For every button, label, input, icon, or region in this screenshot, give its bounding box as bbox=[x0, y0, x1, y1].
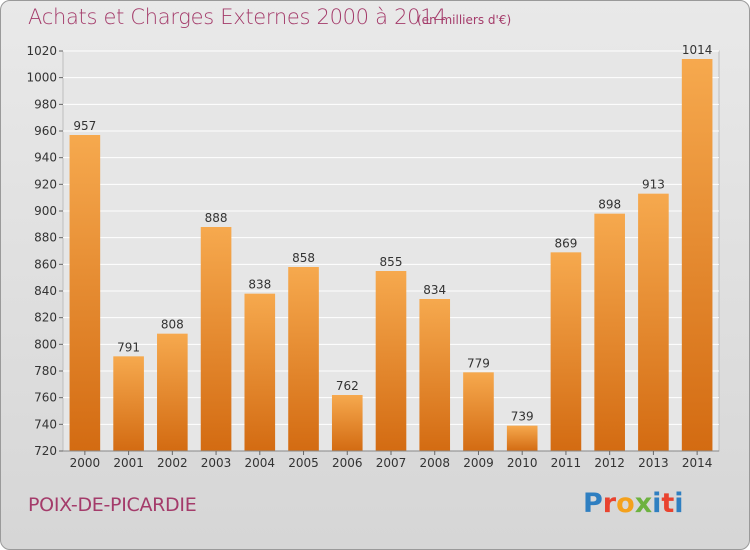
x-tick-label: 2008 bbox=[419, 456, 450, 470]
logo-letter: t bbox=[661, 488, 675, 519]
y-axis: 720 740 760 780 800 820 840 860 880 900 920 940 960 9… bbox=[26, 44, 63, 458]
bar-2014 bbox=[681, 59, 713, 451]
x-tick-label: 2001 bbox=[113, 456, 144, 470]
bar-2013 bbox=[638, 193, 669, 451]
data-label: 808 bbox=[161, 318, 184, 332]
bar-2000 bbox=[69, 135, 101, 451]
logo-letter: i bbox=[674, 488, 684, 519]
y-tick-label: 860 bbox=[34, 257, 57, 271]
data-label: 791 bbox=[117, 340, 140, 354]
y-tick-label: 980 bbox=[34, 97, 57, 111]
y-tick-label: 900 bbox=[34, 204, 57, 218]
y-tick-label: 800 bbox=[34, 337, 57, 351]
y-tick-label: 740 bbox=[34, 417, 57, 431]
data-label: 957 bbox=[73, 119, 96, 133]
bar-2008 bbox=[419, 299, 451, 451]
y-tick-label: 1000 bbox=[26, 71, 57, 85]
data-label: 762 bbox=[336, 379, 359, 393]
chart-title: Achats et Charges Externes 2000 à 2014 bbox=[28, 5, 447, 29]
bar-2001 bbox=[113, 356, 144, 451]
x-tick-label: 2004 bbox=[245, 456, 276, 470]
y-tick-label: 720 bbox=[34, 444, 57, 458]
data-label: 858 bbox=[292, 251, 315, 265]
logo-letter: o bbox=[616, 488, 635, 519]
data-labels: 957 791 808 888 838 858 762 855 834 779 739 869 898 9… bbox=[73, 43, 712, 424]
data-label: 869 bbox=[554, 236, 577, 250]
y-tick-label: 760 bbox=[34, 391, 57, 405]
y-tick-label: 1020 bbox=[26, 44, 57, 58]
x-tick-label: 2010 bbox=[507, 456, 538, 470]
bar-2009 bbox=[463, 372, 494, 451]
bar-2011 bbox=[550, 252, 582, 451]
data-label: 1014 bbox=[682, 43, 713, 57]
bar-2005 bbox=[288, 267, 319, 451]
y-tick-label: 920 bbox=[34, 177, 57, 191]
y-tick-label: 780 bbox=[34, 364, 57, 378]
logo-letter: r bbox=[602, 488, 617, 519]
chart-unit: (en milliers d'€) bbox=[417, 13, 512, 27]
data-label: 779 bbox=[467, 356, 490, 370]
data-label: 855 bbox=[380, 255, 403, 269]
x-tick-label: 2012 bbox=[594, 456, 625, 470]
data-label: 898 bbox=[598, 198, 621, 212]
x-tick-label: 2000 bbox=[70, 456, 101, 470]
bar-2007 bbox=[375, 271, 407, 451]
bar-2003 bbox=[200, 227, 232, 451]
data-label: 739 bbox=[511, 410, 534, 424]
x-axis: 2000 2001 2002 2003 2004 2005 2006 2007 2008 2009… bbox=[63, 450, 719, 470]
y-tick-label: 840 bbox=[34, 284, 57, 298]
bar-2006 bbox=[331, 395, 363, 451]
x-tick-label: 2005 bbox=[288, 456, 319, 470]
bar-2004 bbox=[244, 293, 276, 451]
x-tick-label: 2003 bbox=[201, 456, 232, 470]
logo-letter: x bbox=[634, 488, 653, 519]
data-label: 834 bbox=[423, 283, 446, 297]
x-tick-label: 2011 bbox=[551, 456, 582, 470]
data-label: 888 bbox=[205, 211, 228, 225]
logo-letter: i bbox=[652, 488, 662, 519]
bar-2012 bbox=[594, 213, 625, 451]
data-label: 838 bbox=[248, 278, 271, 292]
y-tick-label: 820 bbox=[34, 311, 57, 325]
commune-name: POIX-DE-PICARDIE bbox=[28, 494, 197, 516]
y-tick-label: 880 bbox=[34, 231, 57, 245]
x-tick-label: 2007 bbox=[376, 456, 407, 470]
y-tick-label: 940 bbox=[34, 151, 57, 165]
x-tick-label: 2013 bbox=[638, 456, 669, 470]
data-label: 913 bbox=[642, 178, 665, 192]
x-tick-label: 2014 bbox=[682, 456, 713, 470]
x-tick-label: 2002 bbox=[157, 456, 188, 470]
bar-2010 bbox=[506, 425, 538, 451]
bar-2002 bbox=[157, 333, 188, 451]
x-tick-label: 2006 bbox=[332, 456, 363, 470]
bars bbox=[69, 59, 713, 451]
proxiti-logo: Proxiti bbox=[583, 488, 684, 519]
y-tick-label: 960 bbox=[34, 124, 57, 138]
logo-letter: P bbox=[583, 488, 603, 519]
x-tick-label: 2009 bbox=[463, 456, 494, 470]
